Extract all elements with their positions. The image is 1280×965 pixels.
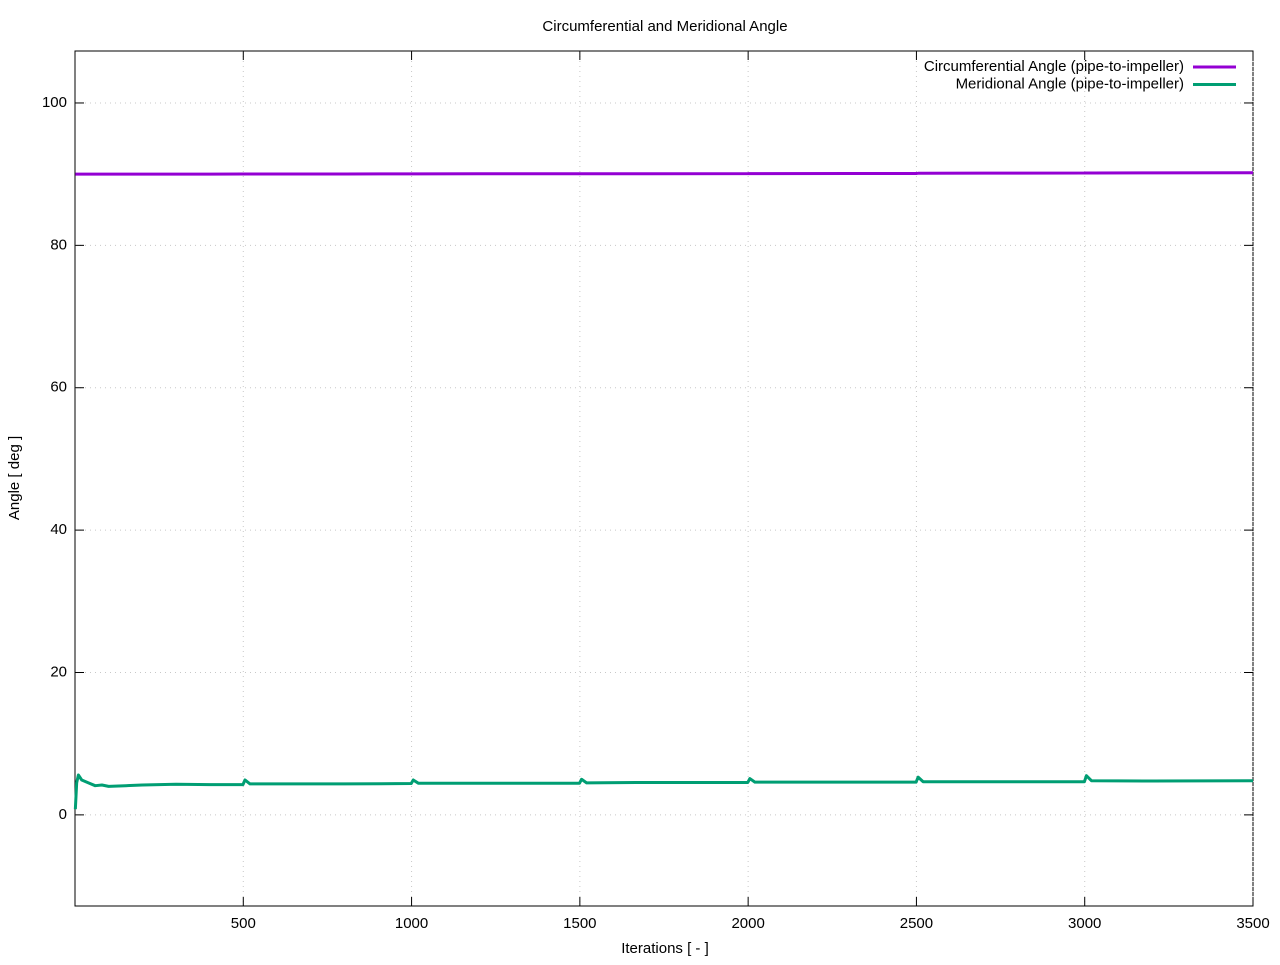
chart-title: Circumferential and Meridional Angle xyxy=(542,18,787,35)
x-tick-label: 1500 xyxy=(563,915,596,932)
x-tick-label: 2500 xyxy=(900,915,933,932)
legend-label: Circumferential Angle (pipe-to-impeller) xyxy=(924,58,1184,75)
y-tick-label: 40 xyxy=(50,521,67,538)
legend-label: Meridional Angle (pipe-to-impeller) xyxy=(956,75,1184,92)
x-tick-label: 2000 xyxy=(731,915,764,932)
y-axis-label: Angle [ deg ] xyxy=(6,436,23,520)
series-line xyxy=(75,171,1254,176)
y-tick-label: 20 xyxy=(50,663,67,680)
x-axis-label: Iterations [ - ] xyxy=(621,940,709,957)
y-tick-label: 100 xyxy=(42,94,67,111)
plot-frame xyxy=(74,50,1254,907)
y-tick-label: 80 xyxy=(50,236,67,253)
x-tick-label: 3000 xyxy=(1068,915,1101,932)
x-tick-label: 3500 xyxy=(1236,915,1269,932)
x-tick-label: 500 xyxy=(231,915,256,932)
x-tick-label: 1000 xyxy=(395,915,428,932)
series-line xyxy=(73,773,1254,810)
y-tick-label: 60 xyxy=(50,379,67,396)
y-tick-label: 0 xyxy=(59,806,67,823)
